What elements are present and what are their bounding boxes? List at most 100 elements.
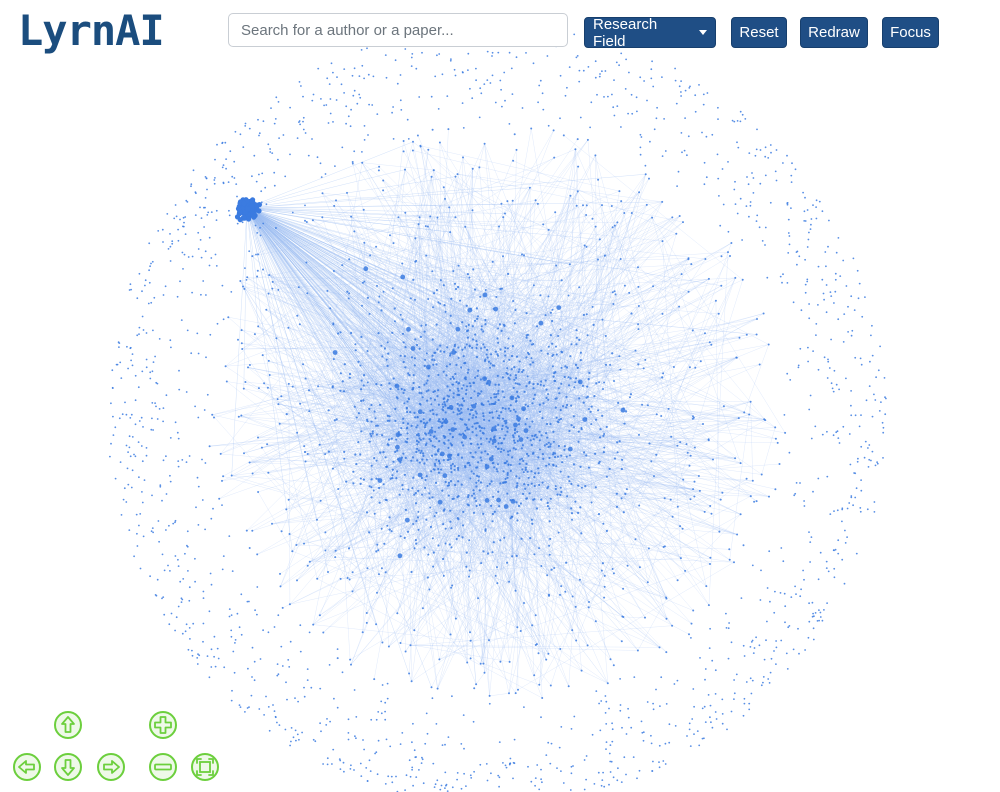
graph-node[interactable] [570,424,573,427]
graph-node[interactable] [605,741,608,743]
graph-node[interactable] [450,527,453,530]
graph-node[interactable] [197,231,200,234]
graph-node[interactable] [174,204,177,206]
graph-node[interactable] [538,788,541,791]
graph-node[interactable] [583,788,586,791]
graph-node[interactable] [426,379,429,382]
graph-node[interactable] [278,422,281,425]
graph-node[interactable] [762,312,765,315]
graph-node[interactable] [485,437,488,440]
graph-node[interactable] [751,564,754,567]
graph-node[interactable] [335,418,338,421]
graph-node[interactable] [513,366,516,369]
graph-node[interactable] [826,377,829,379]
graph-node[interactable] [216,647,219,650]
graph-node[interactable] [560,279,563,282]
graph-node[interactable] [450,464,453,467]
graph-node[interactable] [197,416,200,419]
graph-node[interactable] [288,533,291,535]
graph-node[interactable] [558,746,561,749]
graph-node[interactable] [299,650,302,653]
graph-node[interactable] [513,378,516,381]
graph-node[interactable] [422,452,425,455]
graph-node[interactable] [151,402,154,404]
graph-node[interactable] [575,377,578,380]
graph-node[interactable] [470,396,473,400]
graph-node[interactable] [680,91,682,93]
graph-node[interactable] [759,599,762,601]
graph-node[interactable] [437,108,440,110]
graph-node[interactable] [287,659,290,661]
graph-node[interactable] [169,260,172,262]
graph-node[interactable] [491,520,494,523]
graph-node[interactable] [651,60,653,63]
graph-node[interactable] [605,748,607,750]
graph-node[interactable] [349,658,352,661]
graph-node[interactable] [412,140,414,143]
graph-node[interactable] [842,341,845,343]
graph-node[interactable] [402,140,405,142]
graph-node[interactable] [141,370,144,373]
graph-node[interactable] [136,545,139,547]
graph-node[interactable] [455,363,458,366]
graph-node[interactable] [620,407,626,413]
graph-node[interactable] [450,297,453,300]
graph-node[interactable] [431,128,434,131]
graph-node[interactable] [334,165,336,168]
graph-node[interactable] [417,434,420,437]
graph-node[interactable] [572,426,575,429]
graph-node[interactable] [502,470,505,473]
graph-node[interactable] [531,402,534,405]
graph-node[interactable] [197,352,200,355]
graph-node[interactable] [503,504,509,509]
graph-node[interactable] [674,67,676,70]
graph-node[interactable] [307,154,310,157]
graph-node[interactable] [780,547,783,549]
graph-node[interactable] [436,779,439,782]
graph-node[interactable] [556,420,559,423]
graph-node[interactable] [834,548,837,551]
graph-node[interactable] [188,455,191,457]
graph-node[interactable] [234,130,237,133]
graph-node[interactable] [721,698,724,701]
graph-node[interactable] [436,54,438,57]
graph-node[interactable] [406,432,409,435]
graph-node[interactable] [177,565,180,567]
graph-node[interactable] [858,425,861,428]
graph-node[interactable] [490,504,493,507]
graph-node[interactable] [604,363,608,366]
graph-node[interactable] [619,368,622,371]
graph-node[interactable] [442,523,445,526]
graph-node[interactable] [448,407,451,410]
graph-node[interactable] [491,512,494,516]
graph-node[interactable] [257,253,260,256]
graph-node[interactable] [413,629,416,632]
graph-node[interactable] [576,138,579,141]
graph-node[interactable] [291,211,294,214]
graph-node[interactable] [564,94,567,97]
graph-node[interactable] [845,285,848,287]
graph-node[interactable] [423,364,426,367]
graph-node[interactable] [520,537,523,540]
graph-node[interactable] [578,397,581,400]
graph-node[interactable] [194,191,197,194]
graph-node[interactable] [526,351,530,354]
graph-node[interactable] [548,456,551,460]
graph-node[interactable] [162,241,164,243]
graph-node[interactable] [404,211,407,214]
graph-node[interactable] [509,409,512,412]
graph-node[interactable] [202,590,205,593]
graph-node[interactable] [205,356,207,359]
graph-node[interactable] [166,213,169,215]
graph-node[interactable] [462,355,465,358]
graph-node[interactable] [345,105,348,108]
graph-node[interactable] [367,73,370,76]
graph-node[interactable] [467,495,470,499]
graph-node[interactable] [557,531,560,534]
graph-node[interactable] [658,761,660,763]
graph-node[interactable] [622,616,625,618]
reset-button[interactable]: Reset [731,17,787,48]
graph-node[interactable] [511,434,515,437]
graph-node[interactable] [388,415,391,418]
graph-node[interactable] [377,169,380,172]
